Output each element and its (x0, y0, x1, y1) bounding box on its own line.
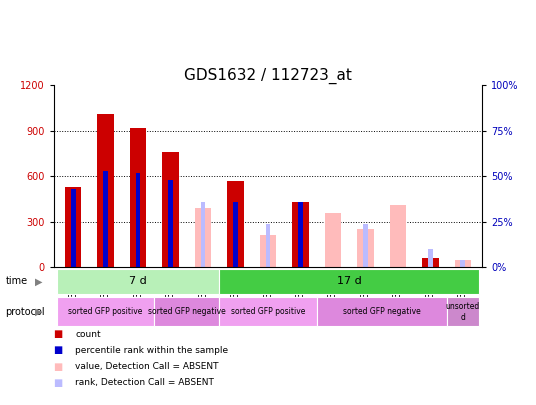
Bar (446, 297, 479, 326)
Bar (428, 249, 433, 267)
Bar (317, 297, 446, 326)
Bar (65, 187, 81, 267)
Bar (422, 258, 438, 267)
Text: sorted GFP negative: sorted GFP negative (148, 307, 226, 316)
Bar (219, 269, 479, 294)
Bar (219, 297, 317, 326)
Text: sorted GFP positive: sorted GFP positive (231, 307, 305, 316)
Bar (227, 181, 244, 267)
Bar (71, 189, 76, 267)
Bar (168, 180, 173, 267)
Text: ■: ■ (54, 378, 63, 388)
Bar (57, 269, 219, 294)
Text: ■: ■ (54, 345, 63, 355)
Bar (460, 260, 465, 267)
Text: ▶: ▶ (35, 277, 42, 286)
Text: ■: ■ (54, 329, 63, 339)
Text: sorted GFP positive: sorted GFP positive (69, 307, 143, 316)
Text: 17 d: 17 d (337, 277, 362, 286)
Text: time: time (5, 277, 27, 286)
Bar (162, 152, 178, 267)
Text: protocol: protocol (5, 307, 45, 317)
Bar (363, 224, 368, 267)
Bar (325, 213, 341, 267)
Bar (298, 202, 303, 267)
Text: ■: ■ (54, 362, 63, 371)
Text: count: count (75, 330, 101, 339)
Text: percentile rank within the sample: percentile rank within the sample (75, 346, 228, 355)
Bar (455, 260, 471, 267)
Text: value, Detection Call = ABSENT: value, Detection Call = ABSENT (75, 362, 219, 371)
Bar (98, 114, 114, 267)
Bar (154, 297, 219, 326)
Bar (195, 208, 211, 267)
Bar (103, 171, 108, 267)
Bar (200, 202, 205, 267)
Text: 7 d: 7 d (129, 277, 147, 286)
Bar (233, 202, 238, 267)
Title: GDS1632 / 112723_at: GDS1632 / 112723_at (184, 68, 352, 84)
Bar (358, 228, 374, 267)
Bar (130, 128, 146, 267)
Text: sorted GFP negative: sorted GFP negative (343, 307, 421, 316)
Bar (57, 297, 154, 326)
Bar (265, 224, 271, 267)
Bar (390, 205, 406, 267)
Text: ▶: ▶ (35, 307, 42, 317)
Text: rank, Detection Call = ABSENT: rank, Detection Call = ABSENT (75, 378, 214, 387)
Text: unsorted
d: unsorted d (446, 302, 480, 322)
Bar (292, 202, 309, 267)
Bar (260, 235, 276, 267)
Bar (136, 173, 140, 267)
